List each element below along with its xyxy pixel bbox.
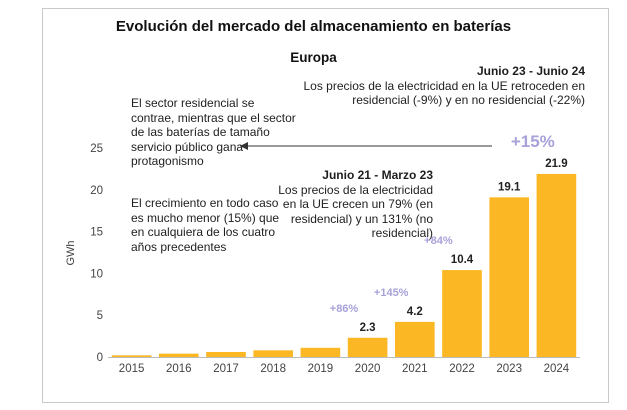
growth-label-2020: +86% (330, 303, 359, 315)
y-tick-label: 5 (97, 310, 103, 322)
bar-2018 (253, 350, 294, 357)
bar-2022 (442, 270, 482, 357)
annotation-growth: El crecimiento en todo caso es mucho men… (131, 196, 280, 254)
x-tick-label: 2016 (166, 363, 192, 375)
growth-label-highlight: +15% (511, 132, 555, 151)
bar-2024 (536, 173, 577, 357)
bar-2020 (347, 337, 388, 357)
arrow-head-icon (240, 142, 248, 150)
data-label-2024: 21.9 (545, 158, 567, 170)
x-tick-label: 2017 (213, 363, 239, 375)
growth-label-2021: +145% (374, 287, 409, 299)
bar-2021 (394, 321, 435, 357)
annotation-residential: El sector residencial se contrae, mientr… (131, 96, 296, 168)
y-tick-label: 25 (90, 143, 103, 155)
annotation-jun23-jun24-title: Junio 23 - Junio 24 (476, 64, 585, 78)
chart-title: Evolución del mercado del almacenamiento… (115, 18, 512, 35)
x-tick-label: 2018 (260, 363, 286, 375)
y-tick-label: 20 (90, 185, 103, 197)
bar-2023 (489, 197, 530, 357)
x-tick-label: 2022 (449, 363, 475, 375)
growth-label-2022: +84% (424, 235, 453, 247)
x-tick-label: 2020 (355, 363, 381, 375)
chart-frame (42, 8, 609, 403)
data-label-2023: 19.1 (498, 181, 521, 193)
annotation-jun23-jun24: Junio 23 - Junio 24 Los precios de la el… (285, 64, 586, 108)
x-tick-label: 2015 (119, 363, 145, 375)
x-tick-label: 2023 (496, 363, 522, 375)
annotation-jun21-mar23: Junio 21 - Marzo 23 Los precios de la el… (265, 168, 433, 241)
bar-2017 (206, 351, 246, 357)
bar-2019 (300, 347, 341, 357)
annotation-jun23-jun24-body: Los precios de la electricidad en la UE … (303, 78, 586, 108)
y-axis-label: GWh (65, 240, 77, 265)
y-tick-label: 0 (97, 352, 103, 364)
data-label-2022: 10.4 (451, 254, 474, 266)
x-tick-label: 2019 (308, 363, 334, 375)
bar-2015 (111, 355, 152, 357)
y-tick-label: 10 (90, 268, 103, 280)
x-tick-label: 2024 (544, 363, 570, 375)
x-tick-label: 2021 (402, 363, 428, 375)
annotation-jun21-mar23-body: Los precios de la electricidad en la UE … (278, 182, 433, 241)
y-tick-label: 15 (90, 227, 103, 239)
bar-2016 (158, 353, 199, 357)
data-label-2020: 2.3 (360, 322, 376, 334)
annotation-jun21-mar23-title: Junio 21 - Marzo 23 (322, 168, 433, 182)
data-label-2021: 4.2 (407, 306, 423, 318)
chart-subtitle: Europa (290, 50, 337, 65)
